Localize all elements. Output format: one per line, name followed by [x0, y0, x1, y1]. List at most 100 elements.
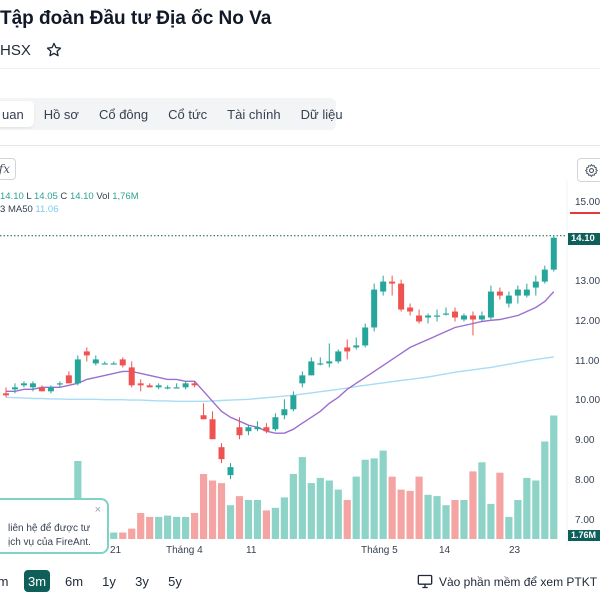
close-icon[interactable]: × [94, 504, 101, 516]
candle-body [496, 291, 503, 296]
volume-bar [460, 500, 468, 539]
candle-body [191, 383, 198, 386]
volume-bar [550, 415, 558, 539]
volume-tag: 1.76M [568, 530, 600, 541]
volume-bar [244, 500, 253, 539]
tab-data[interactable]: Dữ liệu [300, 106, 343, 122]
star-icon[interactable] [45, 41, 63, 59]
legend-low-label: L [26, 191, 32, 202]
indicator-fx-button[interactable]: fx [0, 158, 16, 180]
volume-bar [289, 474, 297, 539]
tab-overview[interactable]: uan [0, 101, 34, 127]
tab-shareholders[interactable]: Cổ đông [98, 106, 149, 122]
range-option[interactable]: 6m [64, 573, 84, 589]
x-axis-label: 14 [439, 545, 451, 556]
candle-body [236, 427, 243, 436]
volume-bar [280, 497, 288, 539]
open-software-link[interactable]: Vào phần mềm để xem PTKT [417, 574, 597, 589]
volume-bar [334, 489, 342, 539]
legend-volume-value: 1,76M [112, 191, 139, 202]
tab-dividends[interactable]: Cổ tức [168, 106, 208, 122]
tab-financials[interactable]: Tài chính [227, 106, 281, 122]
volume-bar [505, 516, 513, 539]
promo-line: ịch vụ của FireAnt. [8, 537, 91, 548]
chart-settings-button[interactable] [577, 158, 600, 182]
legend-close-label: C [60, 191, 68, 202]
x-axis-label: Tháng 5 [361, 545, 398, 556]
candle-body [74, 359, 81, 384]
candle-body [541, 269, 548, 282]
volume-bar [190, 513, 199, 539]
candle-body [29, 383, 36, 388]
volume-bar [397, 489, 405, 539]
candle-body [290, 395, 297, 410]
volume-bar [514, 500, 522, 539]
tab-divider [0, 145, 600, 146]
volume-bar [110, 532, 118, 539]
volume-bar [307, 483, 315, 539]
candle-body [362, 327, 369, 346]
volume-bar [271, 507, 279, 539]
volume-bar [532, 480, 540, 539]
range-option[interactable]: 1y [102, 573, 116, 589]
volume-bar [388, 476, 396, 539]
candle-body [20, 383, 27, 386]
candle-body [110, 363, 117, 365]
candle-body [317, 363, 324, 365]
tab-profile[interactable]: Hồ sơ [43, 106, 79, 122]
volume-bar [415, 476, 423, 539]
legend-close-value: 14.10 [69, 191, 94, 202]
candle-body [487, 291, 494, 318]
candle-body [119, 359, 126, 366]
candle-body [263, 427, 270, 432]
tab-bar: uan Hồ sơ Cổ đông Cổ tức Tài chính Dữ li… [0, 98, 343, 130]
price-tick: 13.00 [575, 276, 600, 287]
candle-body [245, 427, 252, 432]
candle-body [353, 345, 360, 348]
range-option[interactable]: 3m [24, 570, 50, 592]
candle-body [38, 387, 45, 392]
page-title: Tập đoàn Đầu tư Địa ốc No Va [0, 8, 272, 29]
volume-bar [370, 458, 378, 539]
candle-body [281, 409, 288, 416]
range-option[interactable]: 5y [168, 573, 182, 589]
open-software-label: Vào phần mềm để xem PTKT [439, 574, 598, 589]
candle-body [56, 383, 63, 385]
candle-body [344, 347, 351, 352]
candle-body [460, 315, 467, 320]
candle-body [200, 415, 207, 420]
price-tick: 8.00 [575, 475, 595, 486]
range-option[interactable]: 3y [135, 573, 149, 589]
monitor-icon [417, 574, 433, 589]
candle-body [335, 351, 342, 362]
price-chart[interactable] [0, 180, 600, 545]
volume-bar [379, 450, 387, 539]
price-tick: 7.00 [575, 515, 595, 526]
volume-bar [541, 441, 549, 539]
promo-line: liên hệ để được tư [8, 523, 91, 534]
header-divider [0, 68, 600, 69]
candle-body [128, 367, 135, 386]
volume-bar [424, 494, 432, 539]
candle-body [155, 385, 162, 388]
volume-bar [325, 480, 333, 539]
candle-body [380, 281, 387, 292]
candle-body [425, 315, 432, 318]
volume-bar [217, 483, 226, 539]
volume-bar [451, 500, 459, 539]
candle-body [83, 351, 90, 356]
candle-body [505, 295, 512, 304]
last-price-tag: 14.10 [568, 233, 600, 245]
candle-body [164, 387, 171, 389]
volume-bar [487, 503, 495, 539]
candle-body [407, 307, 414, 312]
candle-body [47, 387, 54, 392]
volume-bar [199, 474, 208, 539]
candle-body [227, 467, 234, 476]
volume-bar [226, 505, 235, 539]
volume-bar [173, 516, 181, 539]
x-axis-label: 21 [110, 545, 122, 556]
price-tick: 12.00 [575, 316, 600, 327]
range-option[interactable]: m [0, 573, 9, 589]
candle-body [478, 315, 485, 320]
